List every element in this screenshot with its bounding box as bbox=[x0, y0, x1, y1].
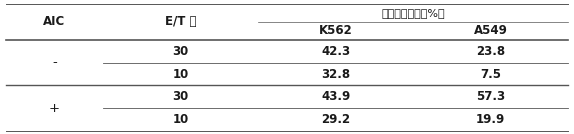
Text: E/T 比: E/T 比 bbox=[165, 15, 196, 28]
Text: A549: A549 bbox=[474, 24, 508, 37]
Text: +: + bbox=[49, 102, 60, 115]
Text: 32.8: 32.8 bbox=[321, 68, 350, 81]
Text: 42.3: 42.3 bbox=[321, 45, 350, 58]
Text: 30: 30 bbox=[173, 45, 189, 58]
Text: 19.9: 19.9 bbox=[476, 113, 505, 126]
Text: AIC: AIC bbox=[44, 15, 65, 28]
Text: 30: 30 bbox=[173, 90, 189, 103]
Text: -: - bbox=[52, 56, 57, 69]
Text: 23.8: 23.8 bbox=[476, 45, 505, 58]
Text: K562: K562 bbox=[319, 24, 352, 37]
Text: 29.2: 29.2 bbox=[321, 113, 350, 126]
Text: 细胞毒性活性（%）: 细胞毒性活性（%） bbox=[382, 8, 445, 18]
Text: 57.3: 57.3 bbox=[476, 90, 505, 103]
Text: 7.5: 7.5 bbox=[480, 68, 501, 81]
Text: 10: 10 bbox=[173, 68, 189, 81]
Text: 43.9: 43.9 bbox=[321, 90, 350, 103]
Text: 10: 10 bbox=[173, 113, 189, 126]
